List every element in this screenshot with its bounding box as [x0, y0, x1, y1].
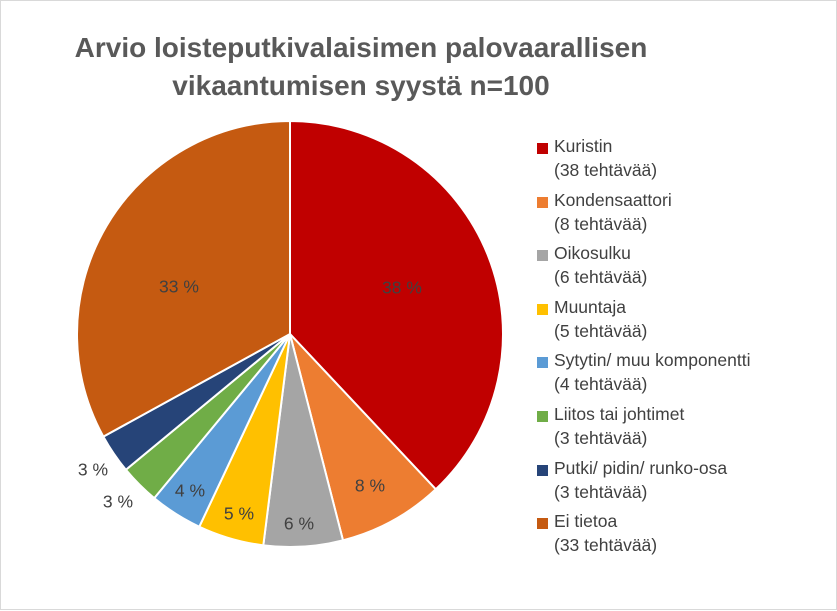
- legend-item-1: Kuristin (38 tehtävää): [537, 134, 832, 188]
- legend-count: (33 tehtävää): [554, 535, 658, 556]
- legend-swatch: [537, 143, 548, 154]
- legend-item-7: Putki/ pidin/ runko-osa (3 tehtävää): [537, 456, 832, 510]
- legend-count: (4 tehtävää): [554, 374, 648, 395]
- legend-item-5: Sytytin/ muu komponentti (4 tehtävää): [537, 348, 832, 402]
- slice-data-label-1: 38 %: [382, 278, 422, 298]
- pie-slice-2: [289, 333, 438, 542]
- legend-text: Muuntaja (5 tehtävää): [554, 295, 647, 343]
- legend-label: Liitos tai johtimet: [554, 403, 685, 424]
- legend-swatch: [537, 250, 548, 262]
- slice-data-label-5: 4 %: [175, 481, 205, 501]
- legend-swatch: [537, 357, 548, 369]
- legend-text: Kuristin (38 tehtävää): [554, 134, 657, 182]
- legend-count: (3 tehtävää): [554, 427, 648, 448]
- legend-text: Oikosulku (6 tehtävää): [554, 241, 647, 289]
- legend-swatch: [537, 464, 548, 476]
- legend-label: Kondensaattori: [554, 189, 672, 210]
- legend-label: Ei tietoa: [554, 511, 618, 532]
- legend-label: Kuristin: [554, 136, 613, 156]
- slice-data-label-8: 33 %: [159, 277, 199, 297]
- legend-count: (3 tehtävää): [554, 481, 648, 502]
- slice-data-label-2: 8 %: [355, 476, 385, 496]
- legend-label: Sytytin/ muu komponentti: [554, 350, 751, 371]
- legend-text: Ei tietoa (33 tehtävää): [554, 509, 657, 557]
- legend-label: Muuntaja: [554, 296, 626, 317]
- legend-label: Oikosulku: [554, 243, 631, 264]
- legend-text: Kondensaattori (8 tehtävää): [554, 188, 672, 236]
- chart-title: Arvio loisteputkivalaisimen palovaaralli…: [61, 29, 661, 105]
- slice-data-label-4: 5 %: [224, 504, 254, 524]
- chart-title-line-2: vikaantumisen syystä n=100: [172, 70, 550, 101]
- chart-legend: Kuristin (38 tehtävää) Kondensaattori (8 te…: [537, 134, 832, 563]
- legend-count: (6 tehtävää): [554, 267, 648, 288]
- legend-item-8: Ei tietoa (33 tehtävää): [537, 509, 832, 563]
- legend-item-6: Liitos tai johtimet (3 tehtävää): [537, 402, 832, 456]
- slice-data-label-6: 3 %: [103, 492, 133, 512]
- pie-slice-1: [289, 119, 504, 491]
- legend-count: (38 tehtävää): [554, 160, 658, 180]
- legend-item-4: Muuntaja (5 tehtävää): [537, 295, 832, 349]
- legend-text: Sytytin/ muu komponentti (4 tehtävää): [554, 348, 750, 396]
- legend-swatch: [537, 518, 548, 530]
- legend-text: Putki/ pidin/ runko-osa (3 tehtävää): [554, 456, 727, 504]
- slice-data-label-3: 6 %: [284, 514, 314, 534]
- chart-title-line-1: Arvio loisteputkivalaisimen palovaaralli…: [74, 32, 648, 63]
- legend-label: Putki/ pidin/ runko-osa: [554, 457, 728, 478]
- legend-swatch: [537, 410, 548, 422]
- legend-text: Liitos tai johtimet (3 tehtävää): [554, 402, 684, 450]
- legend-item-3: Oikosulku (6 tehtävää): [537, 241, 832, 295]
- pie-slice-8: [76, 119, 291, 438]
- slice-data-label-7: 3 %: [78, 460, 108, 480]
- legend-item-2: Kondensaattori (8 tehtävää): [537, 188, 832, 242]
- legend-swatch: [537, 303, 548, 315]
- legend-count: (5 tehtävää): [554, 320, 648, 341]
- legend-swatch: [537, 196, 548, 208]
- legend-count: (8 tehtävää): [554, 213, 648, 234]
